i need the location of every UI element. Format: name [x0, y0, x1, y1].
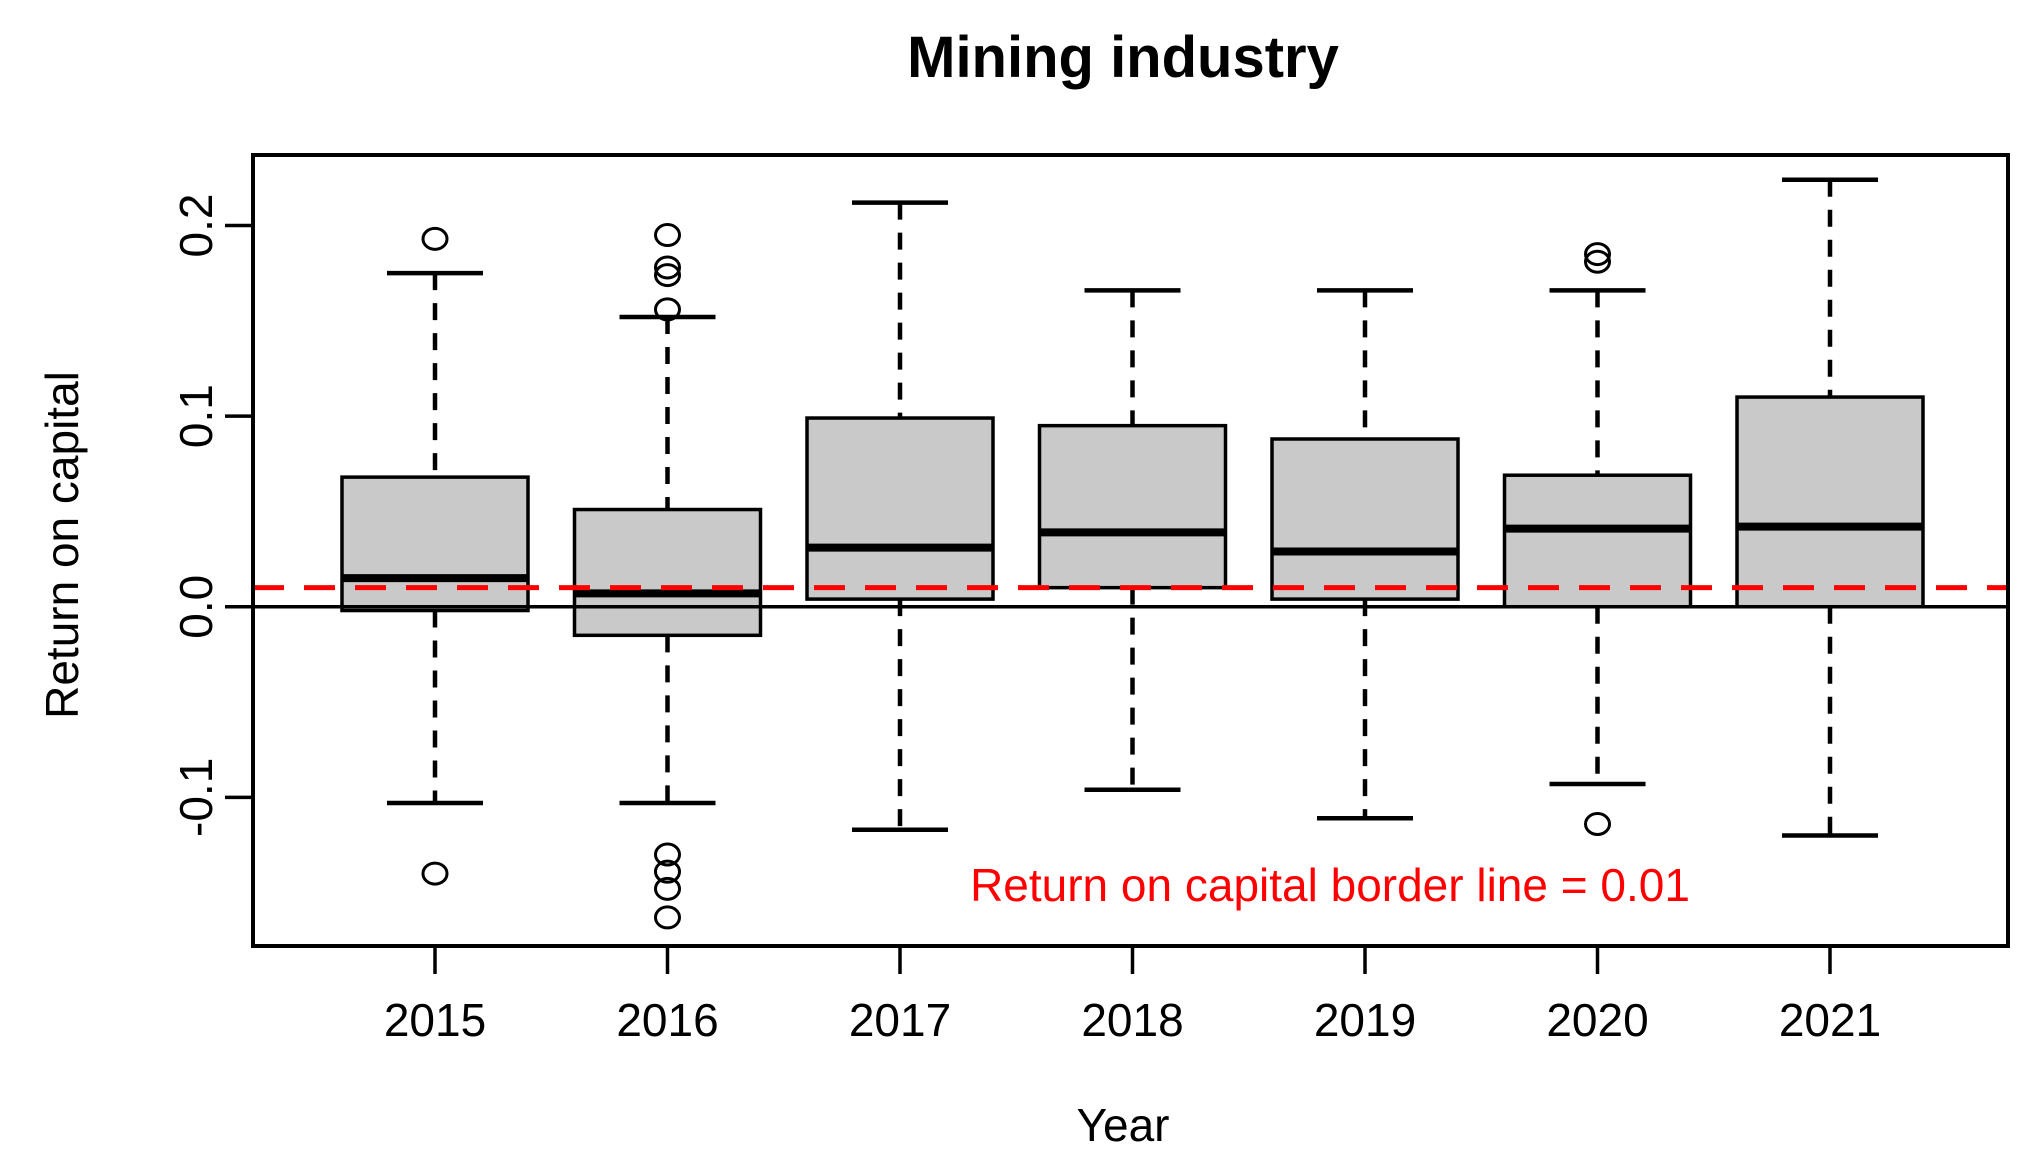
chart-title: Mining industry	[907, 25, 1339, 90]
outlier-2020	[1584, 242, 1611, 267]
box-2019	[1270, 437, 1460, 601]
outlier-2016	[654, 223, 681, 248]
box-2018	[1037, 423, 1228, 590]
outlier-2016	[654, 859, 681, 884]
x-tick-label-2021: 2021	[1779, 994, 1881, 1046]
box-2021	[1735, 395, 1925, 609]
x-tick-label-2020: 2020	[1546, 994, 1648, 1046]
outlier-2020	[1584, 249, 1611, 274]
x-tick-label-2015: 2015	[384, 994, 486, 1046]
outlier-2015	[421, 861, 449, 886]
y-axis-title: Return on capital	[36, 371, 88, 719]
box-2017	[805, 416, 995, 601]
x-tick-label-2016: 2016	[616, 994, 718, 1046]
x-tick-label-2017: 2017	[849, 994, 951, 1046]
outlier-2016	[654, 905, 681, 930]
box-2016	[572, 507, 763, 638]
box-2015	[340, 475, 530, 613]
outlier-2016	[654, 876, 681, 901]
outlier-2020	[1584, 812, 1611, 837]
y-tick-label-0.2: 0.2	[170, 194, 222, 258]
plot-border	[251, 153, 2010, 948]
y-tick-label--0.1: -0.1	[170, 758, 222, 837]
y-tick-label-0.1: 0.1	[170, 384, 222, 448]
outlier-2016	[654, 255, 681, 280]
outlier-2015	[421, 226, 449, 251]
x-axis-title: Year	[1076, 1099, 1170, 1151]
refline-annotation: Return on capital border line = 0.01	[970, 859, 1690, 911]
x-tick-label-2019: 2019	[1314, 994, 1416, 1046]
box-2020	[1502, 473, 1693, 609]
outlier-2016	[654, 842, 681, 867]
x-tick-label-2018: 2018	[1081, 994, 1183, 1046]
outlier-2016	[654, 297, 681, 322]
y-tick-label-0.0: 0.0	[170, 575, 222, 639]
outlier-2016	[654, 263, 681, 288]
